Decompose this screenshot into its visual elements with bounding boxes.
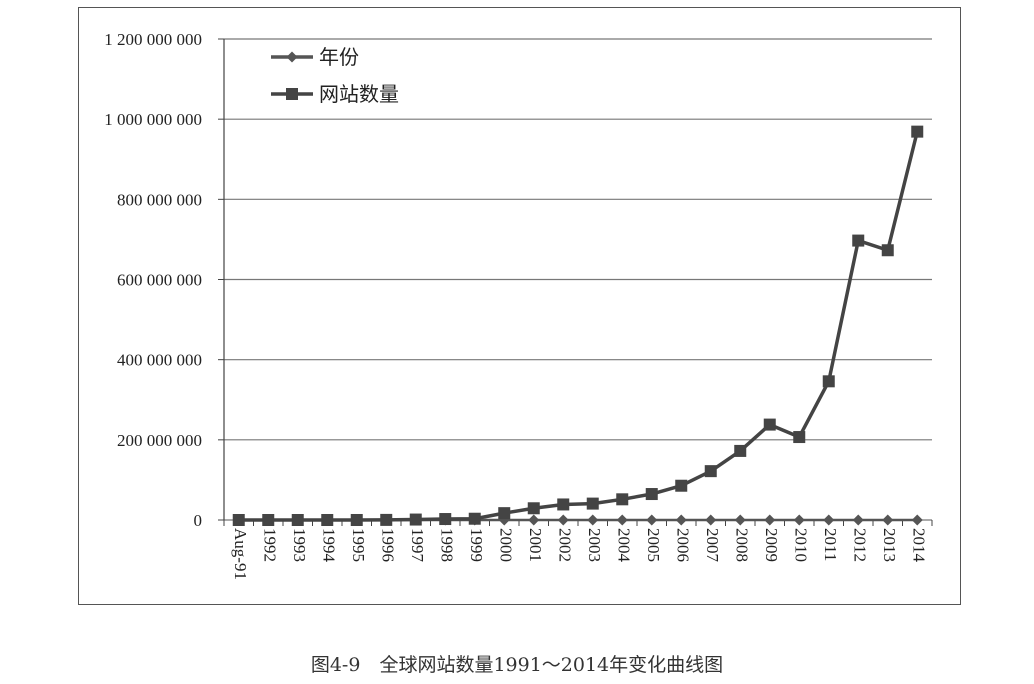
square-marker: [409, 513, 422, 526]
square-marker: [527, 502, 540, 515]
legend-label: 网站数量: [319, 82, 399, 106]
square-marker: [852, 234, 865, 247]
line-chart: 0 200 000 000 400 000 000 600 000 000 800 00…: [104, 30, 933, 580]
x-tick-label: 1998: [437, 528, 456, 562]
chart-frame: 0 200 000 000 400 000 000 600 000 000 800 00…: [78, 7, 961, 605]
x-tick-label: 1992: [260, 528, 279, 562]
axes: [218, 38, 933, 526]
y-tick-label: 800 000 000: [117, 190, 202, 209]
legend-label: 年份: [319, 45, 359, 69]
square-marker: [291, 513, 304, 526]
x-tick-label: 2007: [703, 528, 722, 563]
square-marker: [468, 512, 481, 525]
x-tick-label: 2009: [762, 528, 781, 562]
x-tick-label: 2005: [644, 528, 663, 562]
diamond-marker: [557, 514, 569, 526]
series-2: [232, 125, 924, 526]
x-tick-label: 2004: [614, 528, 633, 563]
diamond-marker: [852, 514, 864, 526]
y-tick-labels: 0 200 000 000 400 000 000 600 000 000 800 00…: [104, 30, 202, 530]
square-marker: [645, 488, 658, 501]
diamond-marker: [734, 514, 746, 526]
diamond-marker: [286, 51, 298, 63]
square-marker: [793, 431, 806, 444]
figure-caption: 图4-9 全球网站数量1991～2014年变化曲线图: [310, 654, 724, 676]
square-marker: [380, 513, 393, 526]
diamond-marker: [823, 514, 835, 526]
square-marker: [232, 514, 245, 526]
diamond-marker: [793, 514, 805, 526]
diamond-marker: [587, 514, 599, 526]
square-marker: [286, 88, 298, 100]
x-tick-label: 1995: [349, 528, 368, 562]
x-tick-label: 1994: [319, 528, 338, 563]
square-marker: [763, 418, 776, 431]
square-marker: [439, 513, 452, 526]
square-marker: [586, 497, 599, 510]
x-tick-label: 2001: [526, 528, 545, 562]
diamond-marker: [764, 514, 776, 526]
diamond-marker: [675, 514, 687, 526]
square-marker: [881, 244, 894, 257]
y-tick-label: 400 000 000: [117, 351, 202, 370]
square-marker: [734, 444, 747, 457]
diamond-marker: [528, 514, 540, 526]
x-tick-label: 1993: [290, 528, 309, 562]
y-tick-label: 1 200 000 000: [104, 30, 202, 49]
square-marker: [350, 513, 363, 526]
y-tick-label: 1 000 000 000: [104, 110, 202, 129]
x-tick-label: 2012: [850, 528, 869, 562]
x-tick-label: 1997: [408, 528, 427, 563]
series-line: [238, 131, 919, 522]
square-marker: [321, 513, 334, 526]
y-tick-label: 0: [194, 511, 203, 530]
x-tick-label: 1999: [467, 528, 486, 562]
x-tick-label: 2010: [791, 528, 810, 562]
x-tick-label: 2003: [585, 528, 604, 562]
diamond-marker: [616, 514, 628, 526]
diamond-marker: [882, 514, 894, 526]
square-marker: [262, 514, 275, 526]
x-tick-label: 2000: [496, 528, 515, 562]
x-tick-label: 2011: [821, 528, 840, 561]
square-marker: [557, 498, 570, 511]
square-marker: [822, 375, 835, 388]
square-marker: [616, 493, 629, 506]
x-tick-label: 2013: [880, 528, 899, 562]
diamond-marker: [911, 514, 923, 526]
gridlines: [224, 38, 932, 521]
series-layer: [232, 125, 924, 526]
square-marker: [911, 125, 924, 138]
x-tick-label: 1996: [378, 528, 397, 562]
x-tick-label: 2006: [673, 528, 692, 562]
y-tick-label: 200 000 000: [117, 431, 202, 450]
x-tick-labels: Aug-91 1992 1993 1994 1995 1996 1997 1998 1999 20…: [231, 528, 929, 580]
diamond-marker: [705, 514, 717, 526]
diamond-marker: [646, 514, 658, 526]
x-tick-label: Aug-91: [231, 528, 250, 580]
square-marker: [675, 479, 688, 492]
x-tick-label: 2014: [909, 528, 928, 563]
x-tick-label: 2008: [732, 528, 751, 562]
x-tick-label: 2002: [555, 528, 574, 562]
square-marker: [498, 507, 511, 520]
square-marker: [704, 465, 717, 478]
y-tick-label: 600 000 000: [117, 271, 202, 290]
